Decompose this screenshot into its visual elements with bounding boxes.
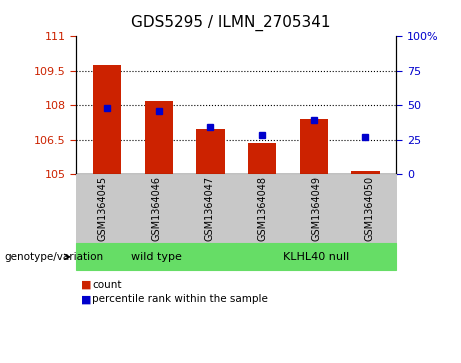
Text: GSM1364047: GSM1364047 [205, 176, 214, 241]
Text: genotype/variation: genotype/variation [5, 252, 104, 262]
Bar [196, 129, 225, 174]
Bar [248, 143, 276, 174]
Bar [351, 171, 380, 174]
Text: GSM1364049: GSM1364049 [311, 176, 321, 241]
Text: GDS5295 / ILMN_2705341: GDS5295 / ILMN_2705341 [131, 15, 330, 31]
Text: ■: ■ [81, 280, 91, 290]
Text: GSM1364046: GSM1364046 [151, 176, 161, 241]
Bar [145, 101, 173, 174]
Text: ■: ■ [81, 294, 91, 305]
Text: GSM1364050: GSM1364050 [365, 176, 375, 241]
Text: KLHL40 null: KLHL40 null [283, 252, 349, 262]
Text: percentile rank within the sample: percentile rank within the sample [92, 294, 268, 305]
Text: count: count [92, 280, 122, 290]
Text: GSM1364048: GSM1364048 [258, 176, 268, 241]
Text: wild type: wild type [131, 252, 182, 262]
Bar [300, 119, 328, 174]
Text: GSM1364045: GSM1364045 [98, 176, 108, 241]
Bar [93, 65, 121, 174]
